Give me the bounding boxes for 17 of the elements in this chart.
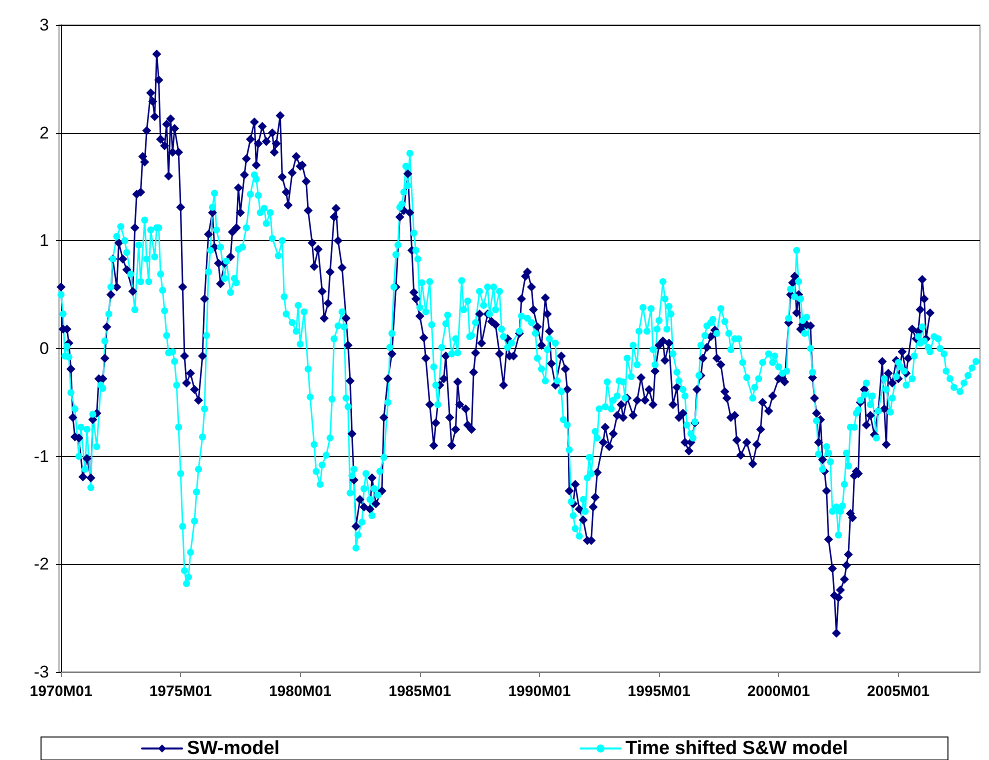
x-tick-label: 1995M01: [628, 683, 690, 700]
x-tick-label: 1970M01: [30, 683, 92, 700]
x-tick-label: 1975M01: [149, 683, 212, 700]
legend-label: SW-model: [187, 738, 280, 759]
y-tick-label: -2: [34, 554, 49, 574]
x-tick-label: 2000M01: [747, 683, 810, 700]
y-tick-label: -1: [34, 446, 49, 466]
x-tick-label: 1990M01: [508, 683, 571, 700]
x-tick-label: 2005M01: [867, 683, 930, 700]
y-tick-label: 2: [40, 123, 49, 142]
y-tick-label: -3: [34, 662, 49, 682]
y-tick-label: 1: [40, 231, 49, 250]
x-tick-label: 1985M01: [388, 683, 452, 700]
y-tick-label: 3: [40, 16, 49, 34]
y-tick-label: 0: [40, 339, 49, 358]
x-tick-label: 1980M01: [268, 683, 332, 700]
legend-label: Time shifted S&W model: [626, 738, 848, 759]
